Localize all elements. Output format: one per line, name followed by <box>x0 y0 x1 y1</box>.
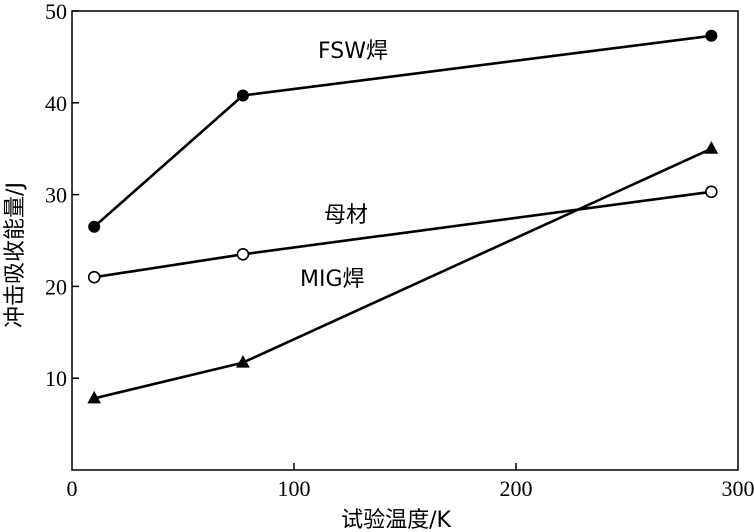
y-tick-label: 20 <box>45 274 67 299</box>
data-point <box>705 185 718 199</box>
data-point <box>236 89 249 102</box>
series-label-mig: MIG焊 <box>300 267 365 292</box>
x-tick-label: 200 <box>500 476 533 501</box>
data-point <box>88 220 101 233</box>
x-tick-label: 0 <box>67 476 78 501</box>
series-labels: FSW焊 母材 MIG焊 <box>300 39 388 292</box>
x-tick-label: 100 <box>278 476 311 501</box>
series-markers <box>87 29 719 404</box>
data-point <box>236 355 250 368</box>
data-point <box>704 141 719 154</box>
series-lines <box>93 34 712 400</box>
plot-area <box>71 10 739 471</box>
series-label-fsw: FSW焊 <box>318 39 388 64</box>
x-axis-title: 试验温度/K <box>341 508 451 532</box>
y-tick-label: 30 <box>45 183 67 208</box>
plot-frame <box>71 10 739 471</box>
y-tick-label: 10 <box>45 366 67 391</box>
series-line-1 <box>94 190 712 279</box>
x-axis: 0 100 200 300 <box>67 463 754 501</box>
x-tick-label: 300 <box>722 476 754 501</box>
y-axis: 10 20 30 40 50 <box>45 0 79 391</box>
y-tick-label: 50 <box>45 0 67 24</box>
series-line-2 <box>93 147 712 400</box>
data-point <box>87 390 102 404</box>
data-point <box>705 29 718 42</box>
series-line-0 <box>93 34 712 228</box>
series-label-base-metal: 母材 <box>324 203 368 228</box>
y-axis-title: 冲击吸收能量/J <box>3 182 28 328</box>
y-tick-label: 40 <box>45 91 67 116</box>
data-point <box>236 247 250 261</box>
data-point <box>87 270 101 284</box>
